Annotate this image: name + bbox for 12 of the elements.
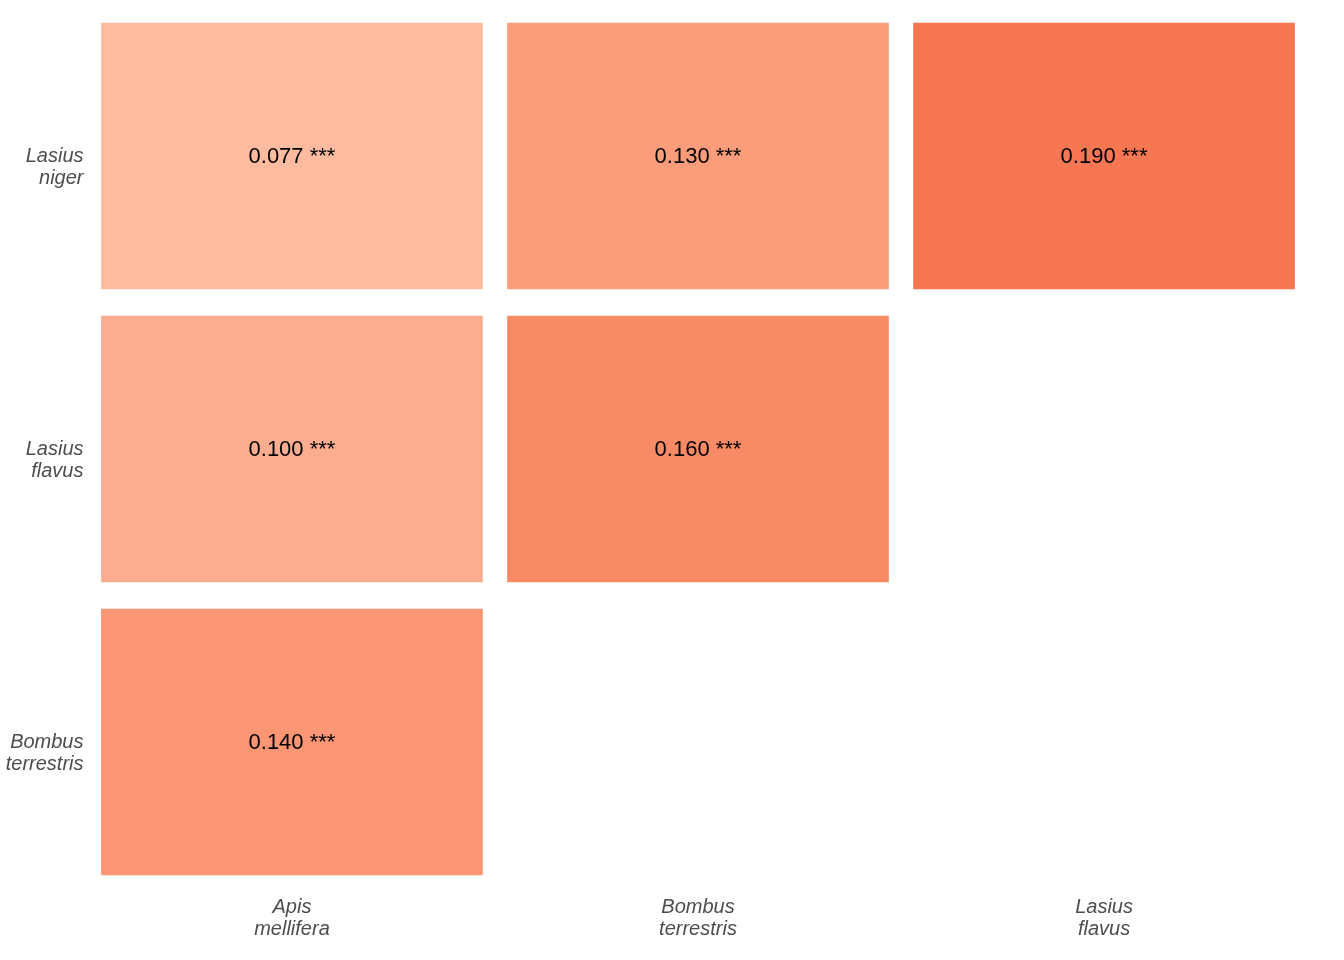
data-label: 0.190 ***	[1060, 143, 1148, 169]
data-label: 0.160 ***	[654, 436, 742, 461]
y-tick-label: Lasius flavus	[25, 437, 84, 481]
data-label: 0.140 ***	[248, 728, 336, 754]
x-tick-label: Bombus terrestris	[659, 894, 737, 939]
x-tick-label: Lasius flavus	[1075, 894, 1133, 939]
y-tick-label: Lasius niger	[25, 144, 85, 189]
data-label: 0.077 ***	[248, 143, 336, 169]
data-label: 0.100 ***	[248, 436, 336, 461]
y-tick-label: Bombus terrestris	[5, 729, 84, 774]
data-label: 0.130 ***	[654, 143, 742, 169]
x-tick-label: Apis mellifera	[254, 894, 330, 939]
